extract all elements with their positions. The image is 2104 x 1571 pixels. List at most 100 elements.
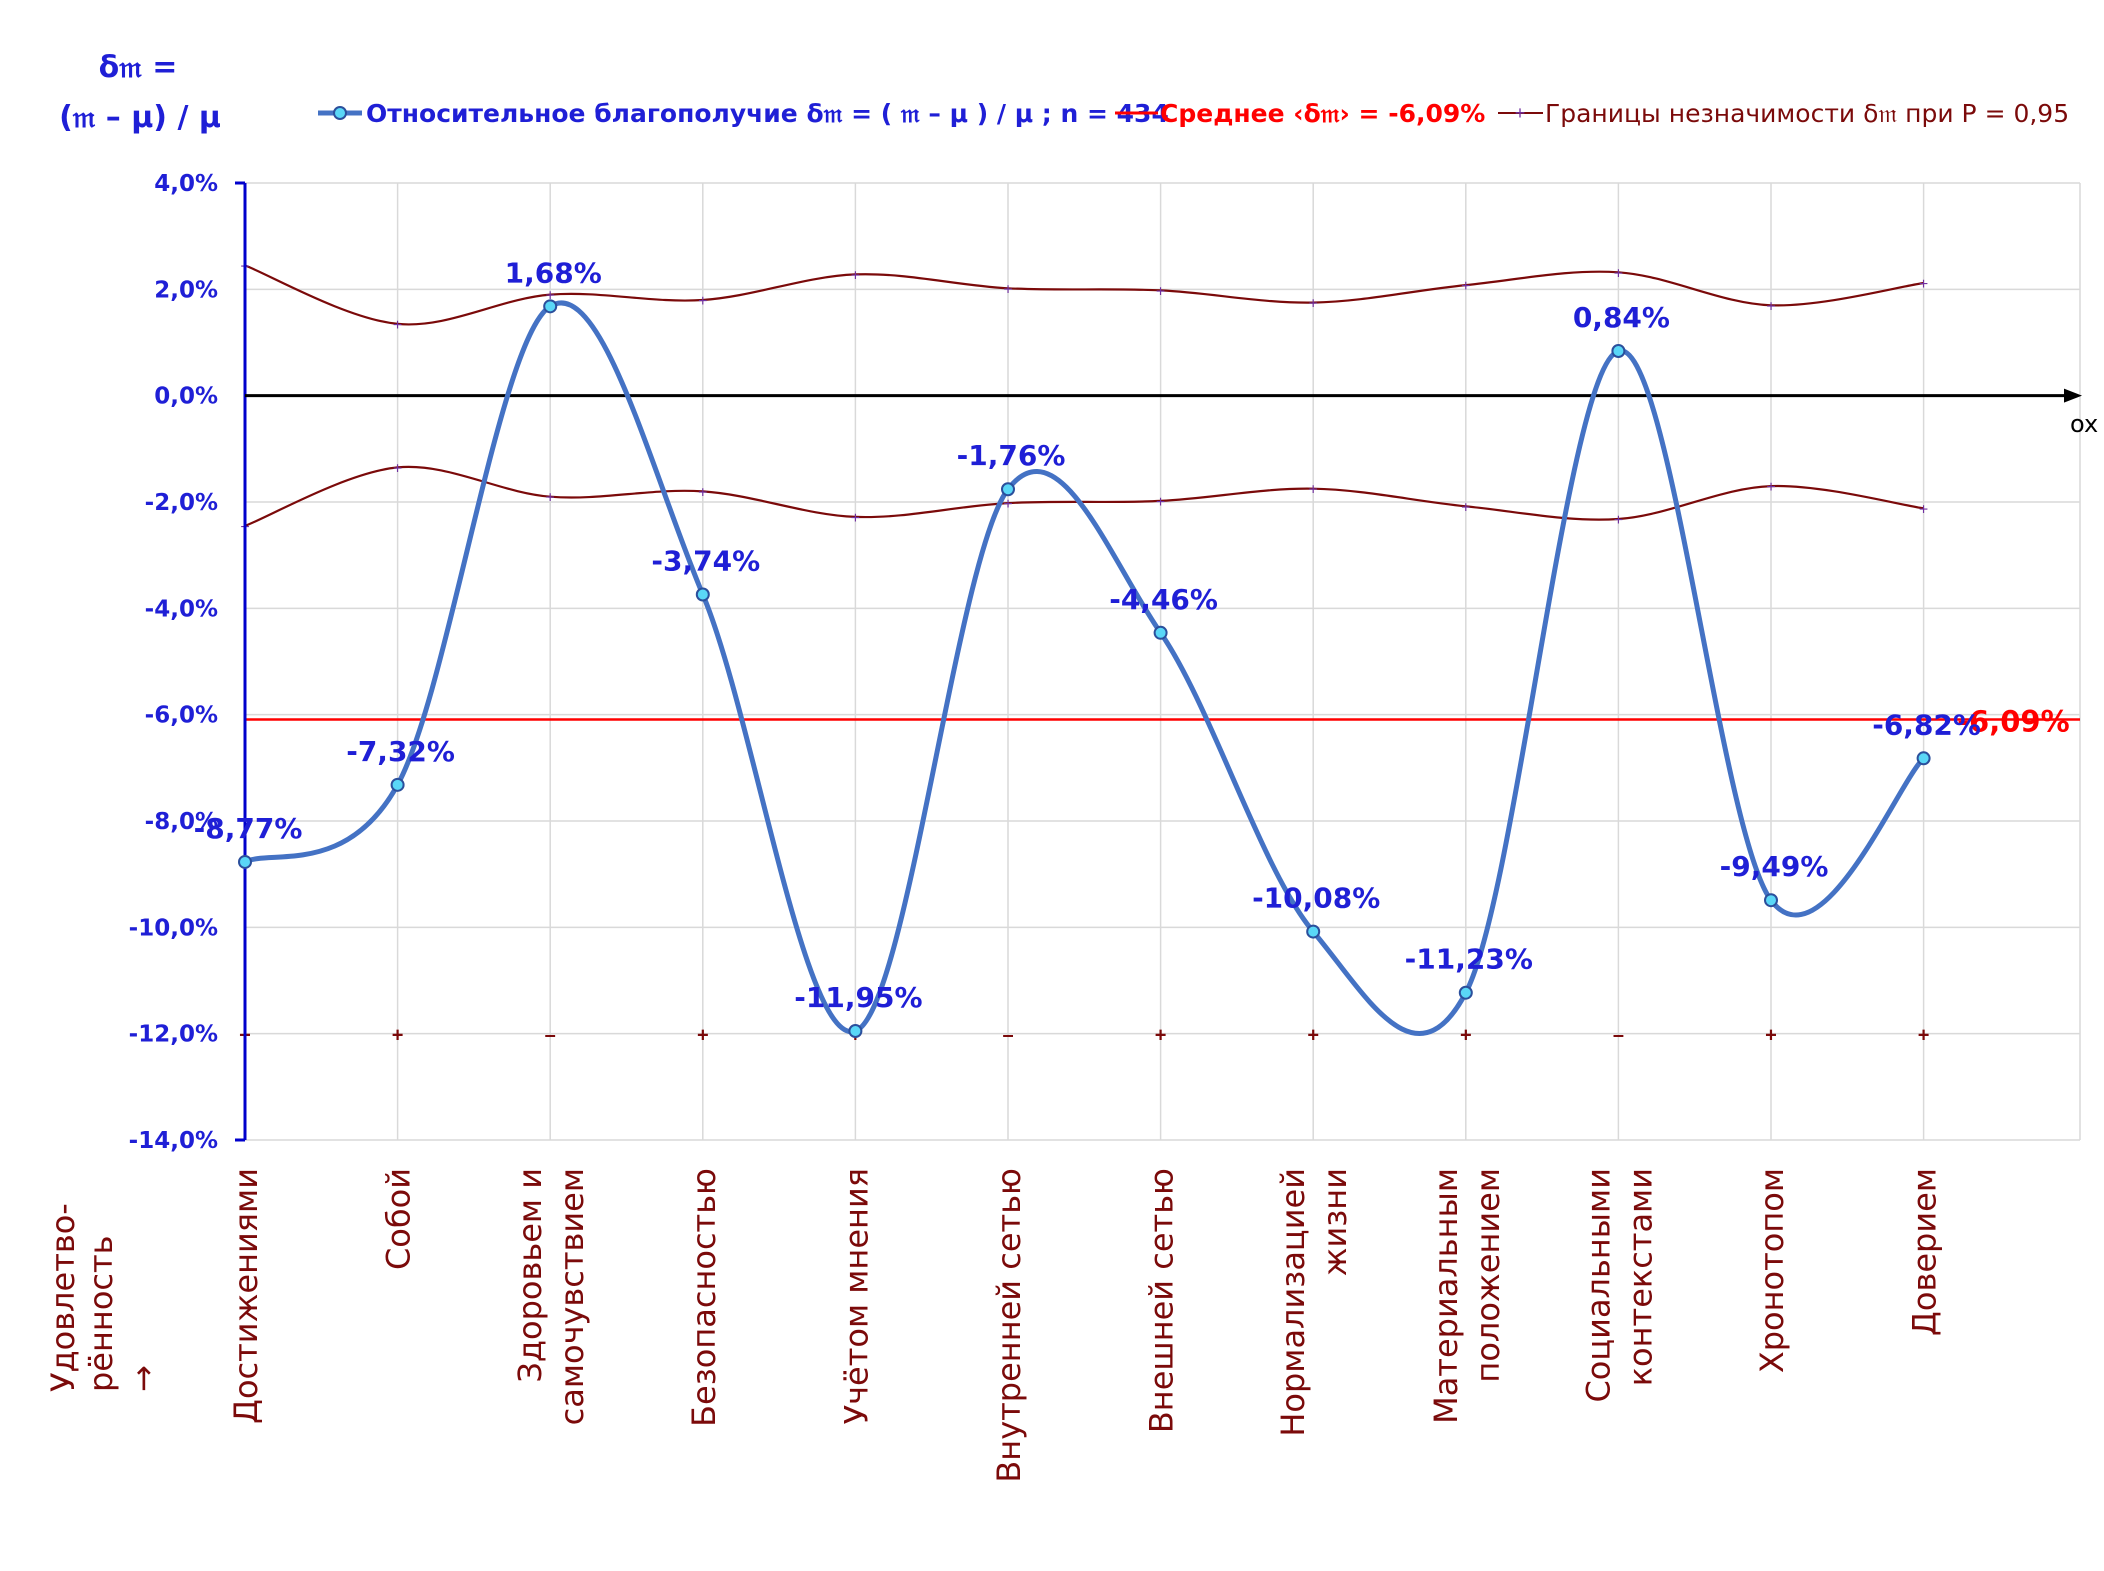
wellbeing-series [238,299,1931,1039]
category-label: Хронотопом [1753,1168,1791,1373]
data-label: -11,23% [1405,943,1533,976]
y-axis-title-line1: δ𝔪 = [99,50,178,85]
data-labels: -8,77% -7,32% 1,68% -3,74% -11,95% -1,76% -4,4… [194,256,1981,1014]
legend-label-bounds: Границы незначимости δ𝔪 при P = 0,95 [1545,99,2069,128]
gridlines [244,182,2081,1141]
bound-marker: + [1919,276,1928,293]
category-label: Безопасностью [685,1168,723,1427]
bound-marker: + [1003,281,1012,298]
category-label-line: Материальным [1427,1168,1465,1424]
bound-marker: + [393,460,402,477]
data-label: 0,84% [1573,301,1670,334]
legend: Относительное благополучие δ𝔪 = ( 𝔪 – μ … [318,99,2069,128]
data-label: -6,82% [1872,708,1981,741]
category-label: Доверием [1906,1168,1944,1336]
data-label: -3,74% [651,545,760,578]
bound-marker: + [1614,265,1623,282]
category-label-line: самочувствием [553,1168,591,1425]
y-tick-label: -14,0% [129,1128,218,1154]
bound-marker: + [1309,296,1318,313]
bottom-mark: + [1918,1025,1930,1047]
category-label: Достижениями [227,1168,265,1424]
bound-marker: + [851,267,860,284]
legend-label-wellbeing: Относительное благополучие δ𝔪 = ( 𝔪 – μ … [366,99,1169,128]
category-label-line: Собой [380,1168,418,1270]
y-axis-ticks: 4,0% 2,0% 0,0% -2,0% -4,0% -6,0% -8,0% -10,0% -1… [129,171,218,1154]
y-tick-label: -10,0% [129,915,218,941]
bottom-mark: – [1002,1025,1013,1047]
mean-label: -6,09% [1957,704,2070,738]
category-label: Материальным положением [1427,1168,1507,1424]
insignificance-bounds: ++++++++++++++++++++++++++–++–+++–++ [239,258,1929,1046]
category-label-line: Внутренней сетью [990,1168,1028,1483]
bottom-mark: + [1765,1025,1777,1047]
bound-marker: + [393,317,402,334]
data-point [695,587,710,602]
x-axis-title-arrow: → [124,1365,162,1392]
data-point [1001,482,1015,497]
data-point [848,1024,863,1039]
wellbeing-line [243,300,1926,1036]
data-label: -10,08% [1252,882,1380,915]
legend-item-mean[interactable]: Среднее ‹δ𝔪› = -6,09% [1115,99,1485,128]
bound-marker: + [851,510,860,527]
bottom-mark: + [1460,1025,1472,1047]
data-label: -7,32% [346,735,455,768]
x-axis-categories: Достижениями Собой Здоровьем и самочувствие… [227,1168,1944,1483]
category-label: Внутренней сетью [990,1168,1028,1483]
category-label-line: Достижениями [227,1168,265,1424]
category-label-line: контекстами [1621,1168,1659,1386]
axes [235,181,2082,1142]
category-label-line: Социальными [1579,1168,1617,1403]
category-label-line: Безопасностью [685,1168,723,1427]
y-tick-label: -4,0% [145,596,218,622]
bottom-mark: – [1613,1025,1624,1047]
svg-text:+: + [1515,103,1526,123]
legend-item-bounds[interactable]: + Границы незначимости δ𝔪 при P = 0,95 [1498,99,2069,128]
bound-marker: + [546,288,555,305]
category-label-line: жизни [1316,1168,1354,1276]
bound-marker: + [698,293,707,310]
bound-marker: + [1461,278,1470,295]
bottom-mark: + [1307,1025,1319,1047]
category-label: Внешней сетью [1143,1168,1181,1433]
legend-item-wellbeing[interactable]: Относительное благополучие δ𝔪 = ( 𝔪 – μ … [318,99,1169,128]
bottom-mark: + [1155,1025,1167,1047]
category-label: Учётом мнения [837,1168,875,1424]
data-point [1611,344,1626,359]
y-axis-title-line2: (𝔪 – μ) / μ [59,100,221,135]
data-label: -1,76% [957,439,1066,472]
category-label: Социальными контекстами [1579,1168,1659,1403]
data-point [543,299,558,314]
bound-marker: + [1309,482,1318,499]
data-point [1306,924,1321,939]
category-label-line: Нормализацией [1274,1168,1312,1437]
data-point [390,777,405,792]
x-axis-title: Удовлетво- рённость → [44,1203,162,1392]
data-point [1153,625,1168,640]
category-label: Собой [380,1168,418,1270]
y-tick-label: 2,0% [154,277,218,303]
data-point [1916,751,1931,766]
x-axis-end-label: ox [2070,410,2098,438]
x-axis-title-line1: Удовлетво- [44,1203,82,1392]
data-point [1458,985,1473,1000]
y-tick-label: -2,0% [145,490,218,516]
category-label-line: Учётом мнения [837,1168,875,1424]
data-label: -4,46% [1109,583,1218,616]
bound-marker: + [1461,499,1470,516]
bound-marker: + [1766,298,1775,315]
bound-marker: + [1156,494,1165,511]
bound-marker: + [1156,283,1165,300]
bottom-mark: + [697,1025,709,1047]
y-tick-label: -6,0% [145,703,218,729]
bound-marker: + [1003,496,1012,513]
category-label-line: Здоровьем и [511,1168,549,1383]
category-label: Здоровьем и самочувствием [511,1168,591,1425]
data-label: -11,95% [794,981,922,1014]
bottom-mark: – [545,1025,556,1047]
data-point [1764,893,1778,908]
y-tick-label: -12,0% [129,1022,218,1048]
category-label-line: Хронотопом [1753,1168,1791,1373]
